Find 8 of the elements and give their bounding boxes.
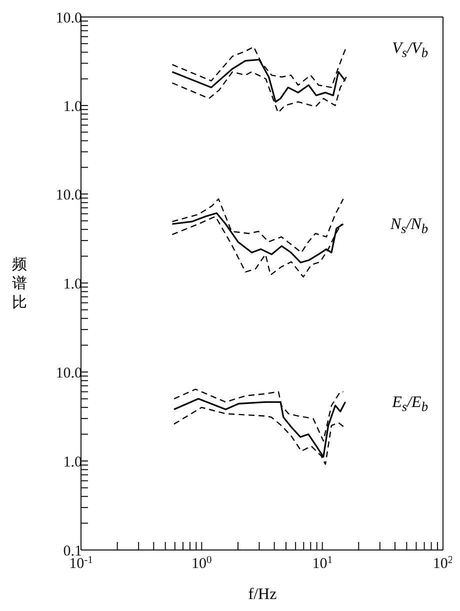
y-axis-title: 频谱比: [12, 255, 27, 312]
x-tick-label: 10$^{0}$: [192, 554, 212, 572]
y-tick-label: 10.0: [56, 10, 82, 26]
x-axis-title: f/Hz: [247, 586, 278, 604]
text: V$_{s}$/V$_{b}$: [392, 40, 428, 62]
x-tick-label: 10$^{1}$: [312, 554, 332, 572]
text: N$_{s}$/N$_{b}$: [390, 216, 428, 238]
text: E$_{s}$/E$_{b}$: [392, 394, 428, 416]
